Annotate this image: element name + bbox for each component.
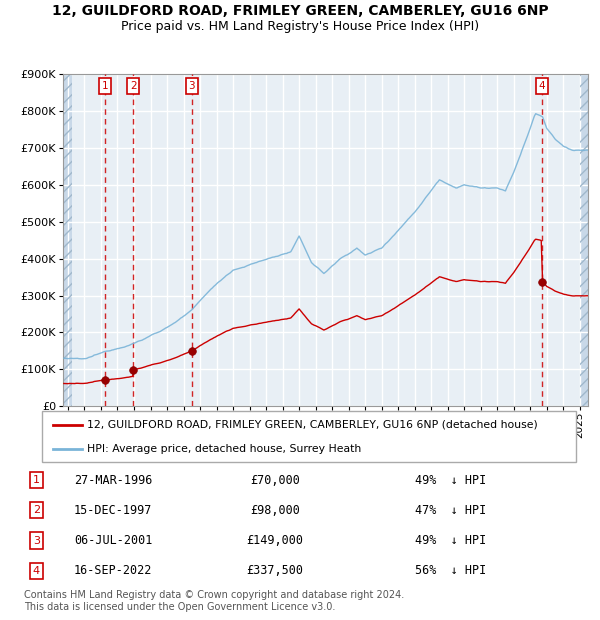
Text: 3: 3: [33, 536, 40, 546]
Text: £337,500: £337,500: [247, 564, 304, 577]
Text: 49%  ↓ HPI: 49% ↓ HPI: [415, 474, 486, 487]
Bar: [63, 74, 72, 406]
Text: 27-MAR-1996: 27-MAR-1996: [74, 474, 152, 487]
Text: 2: 2: [130, 81, 137, 91]
Text: Price paid vs. HM Land Registry's House Price Index (HPI): Price paid vs. HM Land Registry's House …: [121, 20, 479, 33]
Text: 47%  ↓ HPI: 47% ↓ HPI: [415, 504, 486, 517]
Text: £98,000: £98,000: [250, 504, 300, 517]
Text: 06-JUL-2001: 06-JUL-2001: [74, 534, 152, 547]
Text: HPI: Average price, detached house, Surrey Heath: HPI: Average price, detached house, Surr…: [88, 444, 362, 454]
Text: 15-DEC-1997: 15-DEC-1997: [74, 504, 152, 517]
Text: 56%  ↓ HPI: 56% ↓ HPI: [415, 564, 486, 577]
Text: 3: 3: [188, 81, 195, 91]
Text: 49%  ↓ HPI: 49% ↓ HPI: [415, 534, 486, 547]
Text: 1: 1: [101, 81, 108, 91]
Text: 4: 4: [33, 566, 40, 576]
Bar: [580, 74, 588, 406]
Text: 1: 1: [33, 475, 40, 485]
Text: 12, GUILDFORD ROAD, FRIMLEY GREEN, CAMBERLEY, GU16 6NP: 12, GUILDFORD ROAD, FRIMLEY GREEN, CAMBE…: [52, 4, 548, 19]
Bar: [580, 74, 588, 406]
Bar: [63, 74, 72, 406]
Text: 12, GUILDFORD ROAD, FRIMLEY GREEN, CAMBERLEY, GU16 6NP (detached house): 12, GUILDFORD ROAD, FRIMLEY GREEN, CAMBE…: [88, 420, 538, 430]
Text: £70,000: £70,000: [250, 474, 300, 487]
Text: £149,000: £149,000: [247, 534, 304, 547]
Text: 2: 2: [33, 505, 40, 515]
Text: 16-SEP-2022: 16-SEP-2022: [74, 564, 152, 577]
Text: 4: 4: [539, 81, 545, 91]
Text: Contains HM Land Registry data © Crown copyright and database right 2024.
This d: Contains HM Land Registry data © Crown c…: [24, 590, 404, 612]
